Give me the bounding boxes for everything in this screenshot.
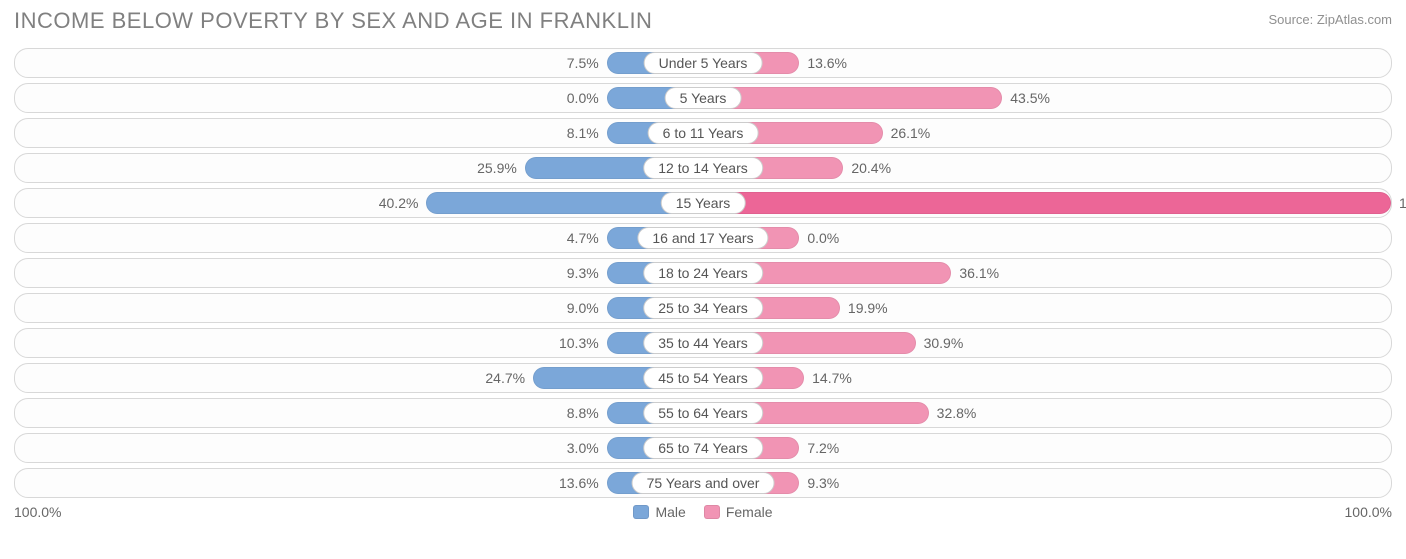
legend: Male Female	[633, 504, 772, 520]
female-value-label: 7.2%	[799, 437, 839, 459]
chart-container: INCOME BELOW POVERTY BY SEX AND AGE IN F…	[0, 0, 1406, 559]
age-label: 55 to 64 Years	[643, 402, 763, 424]
female-bar	[703, 87, 1002, 109]
male-value-label: 25.9%	[477, 157, 525, 179]
chart-row: 10.3% 30.9% 35 to 44 Years	[14, 328, 1392, 358]
age-label: 12 to 14 Years	[643, 157, 763, 179]
male-value-label: 24.7%	[485, 367, 533, 389]
chart-row: 4.7% 0.0% 16 and 17 Years	[14, 223, 1392, 253]
age-label: 75 Years and over	[632, 472, 775, 494]
male-value-label: 10.3%	[559, 332, 607, 354]
footer: 100.0% Male Female 100.0%	[14, 504, 1392, 520]
axis-left-label: 100.0%	[14, 504, 61, 520]
female-value-label: 36.1%	[951, 262, 999, 284]
female-value-label: 13.6%	[799, 52, 847, 74]
chart-row: 9.0% 19.9% 25 to 34 Years	[14, 293, 1392, 323]
age-label: 18 to 24 Years	[643, 262, 763, 284]
female-value-label: 0.0%	[799, 227, 839, 249]
male-value-label: 0.0%	[567, 87, 607, 109]
female-value-label: 20.4%	[843, 157, 891, 179]
female-value-label: 43.5%	[1002, 87, 1050, 109]
age-label: 15 Years	[661, 192, 746, 214]
male-value-label: 13.6%	[559, 472, 607, 494]
male-swatch-icon	[633, 505, 649, 519]
female-value-label: 9.3%	[799, 472, 839, 494]
age-label: Under 5 Years	[644, 52, 763, 74]
female-bar	[703, 192, 1391, 214]
female-value-label: 32.8%	[929, 402, 977, 424]
female-value-label: 100.0%	[1391, 192, 1406, 214]
female-value-label: 14.7%	[804, 367, 852, 389]
chart-row: 24.7% 14.7% 45 to 54 Years	[14, 363, 1392, 393]
female-value-label: 19.9%	[840, 297, 888, 319]
age-label: 45 to 54 Years	[643, 367, 763, 389]
male-value-label: 4.7%	[567, 227, 607, 249]
chart-row: 9.3% 36.1% 18 to 24 Years	[14, 258, 1392, 288]
male-value-label: 8.8%	[567, 402, 607, 424]
age-label: 6 to 11 Years	[648, 122, 759, 144]
chart-area: 7.5% 13.6% Under 5 Years 0.0% 43.5% 5 Years 8.…	[14, 48, 1392, 498]
female-value-label: 30.9%	[916, 332, 964, 354]
male-value-label: 7.5%	[567, 52, 607, 74]
male-value-label: 8.1%	[567, 122, 607, 144]
axis-right-label: 100.0%	[1345, 504, 1392, 520]
legend-male-label: Male	[655, 504, 685, 520]
chart-row: 25.9% 20.4% 12 to 14 Years	[14, 153, 1392, 183]
male-value-label: 40.2%	[379, 192, 427, 214]
source-label: Source: ZipAtlas.com	[1268, 12, 1392, 27]
female-value-label: 26.1%	[883, 122, 931, 144]
chart-row: 0.0% 43.5% 5 Years	[14, 83, 1392, 113]
male-value-label: 9.0%	[567, 297, 607, 319]
chart-row: 8.1% 26.1% 6 to 11 Years	[14, 118, 1392, 148]
age-label: 35 to 44 Years	[643, 332, 763, 354]
chart-row: 13.6% 9.3% 75 Years and over	[14, 468, 1392, 498]
chart-row: 7.5% 13.6% Under 5 Years	[14, 48, 1392, 78]
chart-row: 3.0% 7.2% 65 to 74 Years	[14, 433, 1392, 463]
female-swatch-icon	[704, 505, 720, 519]
age-label: 5 Years	[665, 87, 742, 109]
age-label: 25 to 34 Years	[643, 297, 763, 319]
age-label: 65 to 74 Years	[643, 437, 763, 459]
chart-title: INCOME BELOW POVERTY BY SEX AND AGE IN F…	[14, 8, 652, 34]
chart-row: 40.2%100.0%15 Years	[14, 188, 1392, 218]
age-label: 16 and 17 Years	[637, 227, 768, 249]
male-value-label: 3.0%	[567, 437, 607, 459]
legend-male: Male	[633, 504, 685, 520]
header: INCOME BELOW POVERTY BY SEX AND AGE IN F…	[14, 8, 1392, 34]
legend-female: Female	[704, 504, 773, 520]
chart-row: 8.8% 32.8% 55 to 64 Years	[14, 398, 1392, 428]
male-value-label: 9.3%	[567, 262, 607, 284]
legend-female-label: Female	[726, 504, 773, 520]
